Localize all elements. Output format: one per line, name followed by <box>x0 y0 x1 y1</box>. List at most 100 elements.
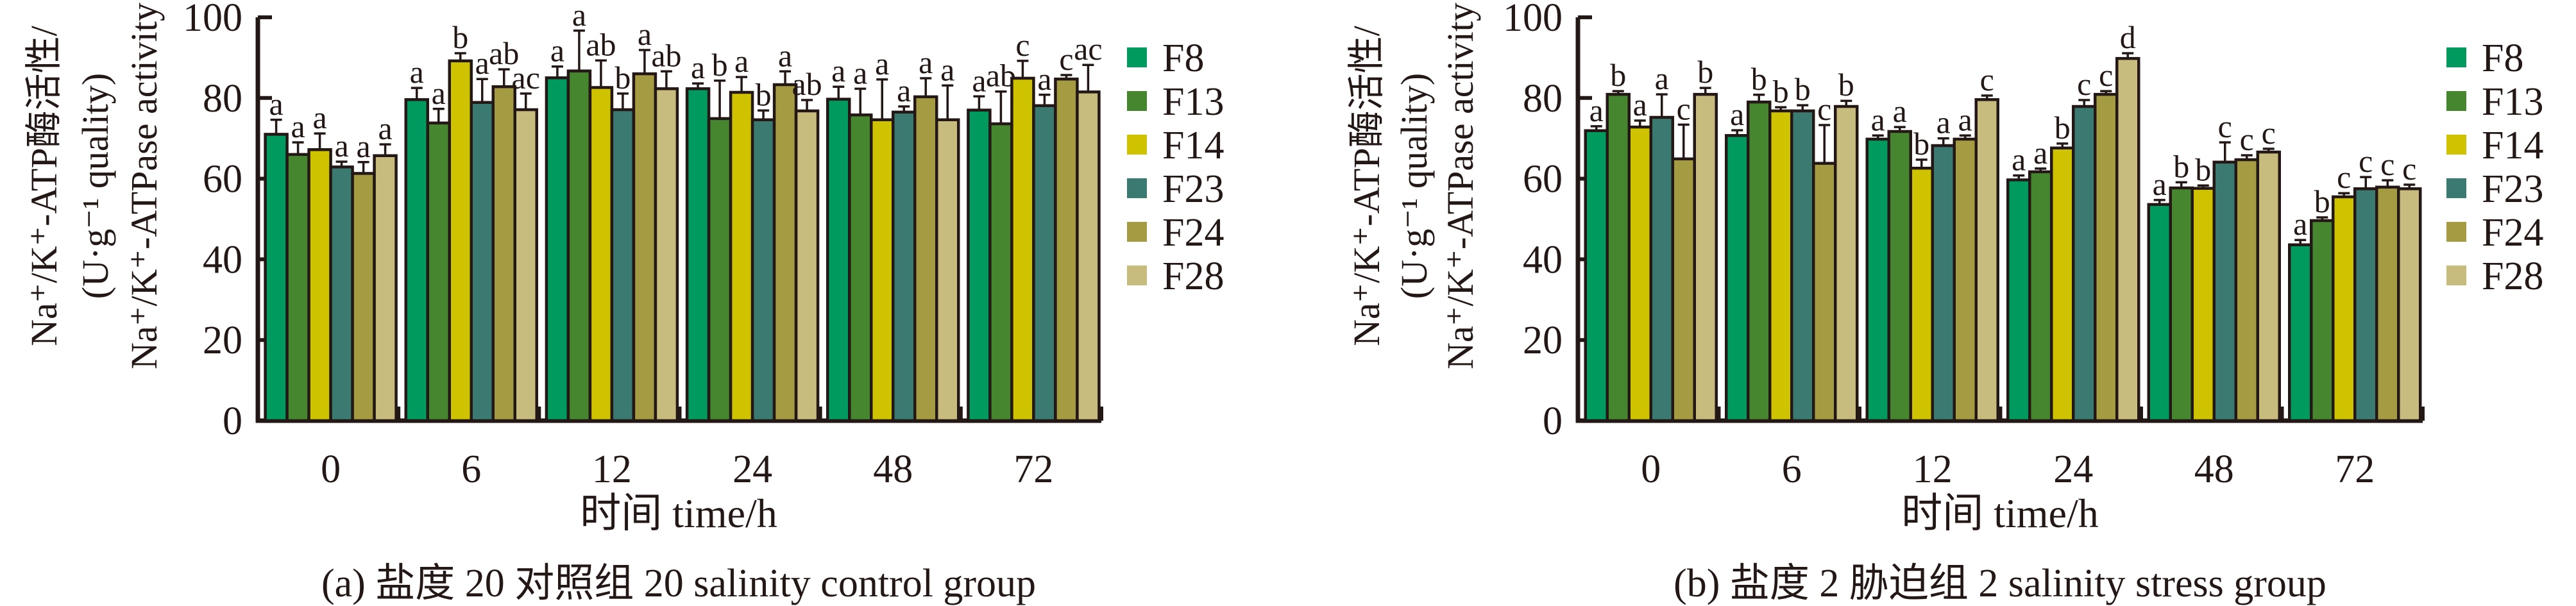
significance-label: a <box>897 72 911 108</box>
bar-f28 <box>1834 105 1859 423</box>
bar-f23 <box>1931 144 1956 423</box>
bar-f14 <box>2332 195 2357 423</box>
y-tick-label: 100 <box>1503 0 1563 40</box>
bar-f14 <box>307 148 332 423</box>
significance-label: a <box>291 108 305 144</box>
significance-label: a <box>919 44 933 80</box>
y-tick-label: 0 <box>1543 400 1563 443</box>
x-tick-label: 72 <box>2335 448 2375 491</box>
bar-f13 <box>285 153 310 423</box>
legend-label: F23 <box>2482 167 2543 211</box>
y-tick-label: 60 <box>203 158 242 201</box>
x-tick-label: 12 <box>592 448 632 491</box>
x-axis-title: 时间 time/h <box>1901 491 2099 536</box>
bar-f23 <box>610 108 636 423</box>
x-tick-label: 6 <box>1782 448 1802 491</box>
legend-label: F8 <box>1162 37 1204 80</box>
bar-f28 <box>513 108 538 423</box>
bar-f8 <box>2147 203 2172 423</box>
significance-label: b <box>1838 67 1854 103</box>
legend-label: F24 <box>2482 211 2543 255</box>
bar-f23 <box>892 110 917 423</box>
legend-label: F8 <box>2482 37 2523 80</box>
x-tick-label: 48 <box>2194 448 2234 491</box>
y-axis-title-line-2: (U·g⁻¹ quality) <box>1393 73 1435 299</box>
significance-label: ac <box>512 60 540 96</box>
panel-caption: (b) 盐度 2 胁迫组 2 salinity stress group <box>1674 562 2326 605</box>
bar-f28 <box>935 118 960 423</box>
bar-f23 <box>1649 115 1674 423</box>
legend-label: F14 <box>1162 124 1224 167</box>
bar-f14 <box>1909 166 1934 423</box>
bar-f28 <box>2397 187 2422 423</box>
bar-f24 <box>2375 185 2400 423</box>
bar-f24 <box>2094 92 2119 423</box>
panel-caption: (a) 盐度 20 对照组 20 salinity control group <box>321 562 1036 605</box>
significance-label: ab <box>586 26 616 62</box>
y-axis-title-line-1: Na⁺/K⁺-ATP酶活性/ <box>23 25 65 346</box>
significance-label: b <box>2195 151 2211 187</box>
y-tick-label: 80 <box>1523 77 1563 121</box>
legend-swatch-f24 <box>2446 222 2466 242</box>
significance-label: a <box>940 51 954 87</box>
significance-label: a <box>853 55 867 90</box>
significance-label: ac <box>1074 31 1102 67</box>
significance-label: b <box>2173 148 2189 184</box>
y-axis-title-line-3: Na⁺/K⁺-ATPase activity <box>1439 3 1481 369</box>
y-tick-label: 20 <box>1523 319 1563 362</box>
y-axis-title-line-2: (U·g⁻¹ quality) <box>74 73 116 299</box>
significance-label: c <box>2240 121 2254 157</box>
bar-f14 <box>448 59 473 423</box>
significance-label: a <box>432 75 446 111</box>
significance-label: a <box>691 49 705 85</box>
bar-f13 <box>848 113 873 423</box>
significance-label: b <box>2055 110 2071 146</box>
significance-label: a <box>2012 142 2026 178</box>
significance-label: c <box>2077 66 2091 102</box>
bar-f24 <box>2234 158 2259 423</box>
bar-f28 <box>1693 92 1718 423</box>
y-tick-label: 20 <box>203 319 242 362</box>
legend-swatch-f13 <box>1127 91 1147 111</box>
x-tick-label: 48 <box>873 448 913 491</box>
bar-f13 <box>2169 186 2194 423</box>
bar-f13 <box>1887 130 1912 423</box>
bar-f13 <box>707 117 733 423</box>
significance-label: a <box>2153 166 2167 202</box>
significance-label: c <box>1015 27 1030 63</box>
bar-f13 <box>566 69 592 423</box>
significance-label: c <box>2359 143 2373 179</box>
bar-f24 <box>491 85 516 423</box>
bar-f14 <box>729 90 754 423</box>
significance-label: a <box>1037 61 1051 97</box>
significance-label: c <box>1059 41 1073 77</box>
bar-f14 <box>2050 146 2075 423</box>
bar-f13 <box>988 122 1013 423</box>
bar-f8 <box>1725 134 1750 423</box>
bar-f8 <box>2288 243 2313 423</box>
significance-label: c <box>2099 57 2113 93</box>
significance-label: a <box>1655 60 1669 96</box>
legend-swatch-f8 <box>1127 47 1147 67</box>
bar-f23 <box>2072 105 2097 423</box>
significance-label: b <box>1773 73 1789 109</box>
bar-f28 <box>1974 98 1999 423</box>
bar-f13 <box>1747 100 1772 423</box>
legend-label: F24 <box>1162 211 1224 255</box>
x-tick-label: 72 <box>1013 448 1053 491</box>
significance-label: a <box>1730 96 1744 132</box>
legend-swatch-f8 <box>2446 47 2466 67</box>
y-axis-title: Na⁺/K⁺-ATP酶活性/ (U·g⁻¹ quality) Na⁺/K⁺-AT… <box>1346 3 1481 369</box>
significance-label: a <box>734 43 749 79</box>
bar-f14 <box>1768 109 1793 423</box>
bar-f13 <box>426 121 451 423</box>
bar-f28 <box>2115 56 2140 423</box>
x-tick-label: 24 <box>2053 448 2093 491</box>
significance-label: ab <box>651 37 681 73</box>
bar-f23 <box>2212 160 2237 423</box>
bar-f24 <box>1054 77 1079 423</box>
significance-label: a <box>410 54 424 90</box>
significance-label: a <box>312 99 326 135</box>
